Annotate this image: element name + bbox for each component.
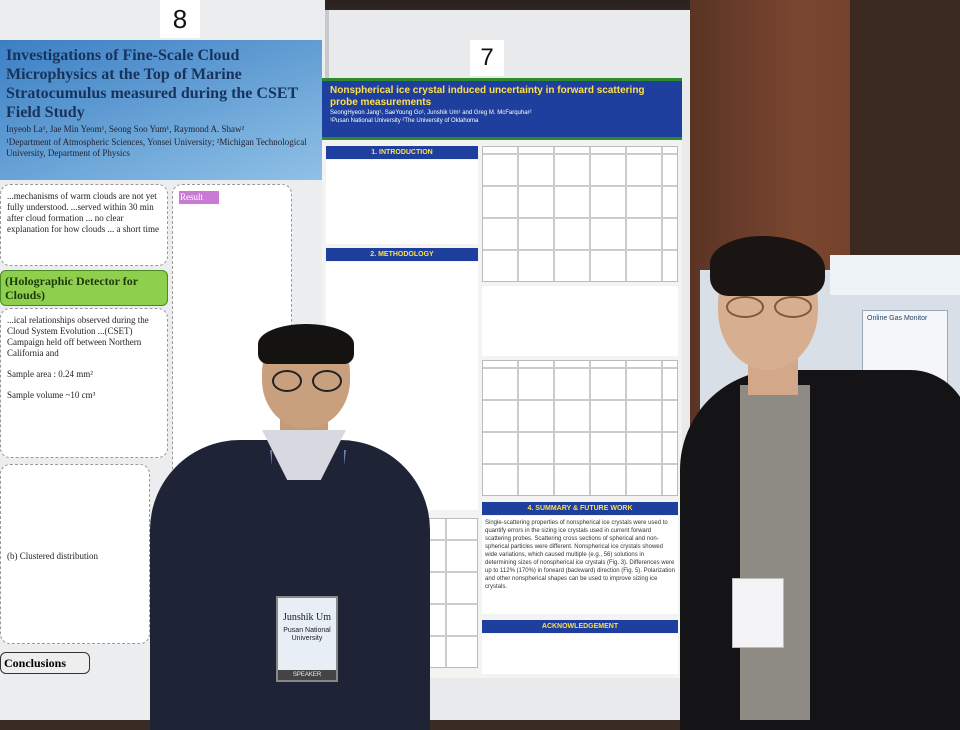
glasses-icon — [726, 296, 816, 320]
badge-affiliation: Pusan National University — [283, 627, 331, 642]
booth-poster-title: Online Gas Monitor — [867, 315, 928, 322]
poster-8-authors: Inyeob La¹, Jae Min Yeom¹, Seong Soo Yum… — [6, 124, 245, 134]
acknowledgement-text — [482, 634, 678, 674]
poster-7-authors: SeongHyeon Jang¹, SaeYoung Go¹, Junshik … — [330, 110, 532, 116]
poster-7-title-band: Nonspherical ice crystal induced uncerta… — [322, 78, 682, 140]
badge-role: SPEAKER — [278, 670, 336, 680]
poster-7-affiliations: ¹Pusan National University ²The Universi… — [330, 118, 479, 124]
figure-caption — [482, 286, 678, 356]
section-methodology: 2. METHODOLOGY — [326, 248, 478, 261]
introduction-text — [326, 160, 478, 244]
person-left-hair — [258, 324, 354, 364]
booth-sign — [830, 255, 960, 295]
poster-8-method-text: ...ical relationships observed during th… — [7, 315, 149, 358]
poster-8-method: ...ical relationships observed during th… — [0, 308, 168, 458]
poster-8-distribution: (b) Clustered distribution — [0, 464, 150, 644]
figure-grid-middle — [482, 360, 678, 496]
poster-8-title: Investigations of Fine-Scale Cloud Micro… — [6, 47, 298, 121]
name-card — [732, 578, 784, 648]
person-right-leather-jacket — [680, 370, 960, 730]
poster-8-title-band: Investigations of Fine-Scale Cloud Micro… — [0, 40, 322, 180]
poster-8-result-label: Result — [179, 191, 219, 204]
name-badge: Junshik Um Pusan National University SPE… — [276, 596, 338, 682]
section-introduction: 1. INTRODUCTION — [326, 146, 478, 159]
poster-8-section-label: (Holographic Detector for Clouds) — [0, 270, 168, 306]
glasses-icon — [272, 370, 344, 392]
poster-8-affiliations: ¹Department of Atmospheric Sciences, Yon… — [6, 137, 307, 158]
sample-volume-text: Sample volume ~10 cm³ — [7, 390, 96, 400]
summary-text: Single-scattering properties of nonspher… — [482, 516, 678, 614]
figure-grid-top — [482, 146, 678, 282]
poster-7-number: 7 — [470, 40, 504, 76]
badge-name: Junshik Um — [282, 612, 332, 623]
sample-area-text: Sample area : 0.24 mm² — [7, 369, 93, 379]
poster-8-number: 8 — [160, 0, 200, 38]
poster-8-conclusions-label: Conclusions — [0, 652, 90, 674]
wall-panel — [850, 0, 960, 260]
section-acknowledgement: ACKNOWLEDGEMENT — [482, 620, 678, 633]
person-right-shirt — [740, 385, 810, 720]
poster-8-intro: ...mechanisms of warm clouds are not yet… — [0, 184, 168, 266]
section-summary: 4. SUMMARY & FUTURE WORK — [482, 502, 678, 515]
person-right-hair — [710, 236, 825, 296]
clustered-label: (b) Clustered distribution — [7, 551, 98, 561]
poster-7-title: Nonspherical ice crystal induced uncerta… — [330, 85, 645, 108]
